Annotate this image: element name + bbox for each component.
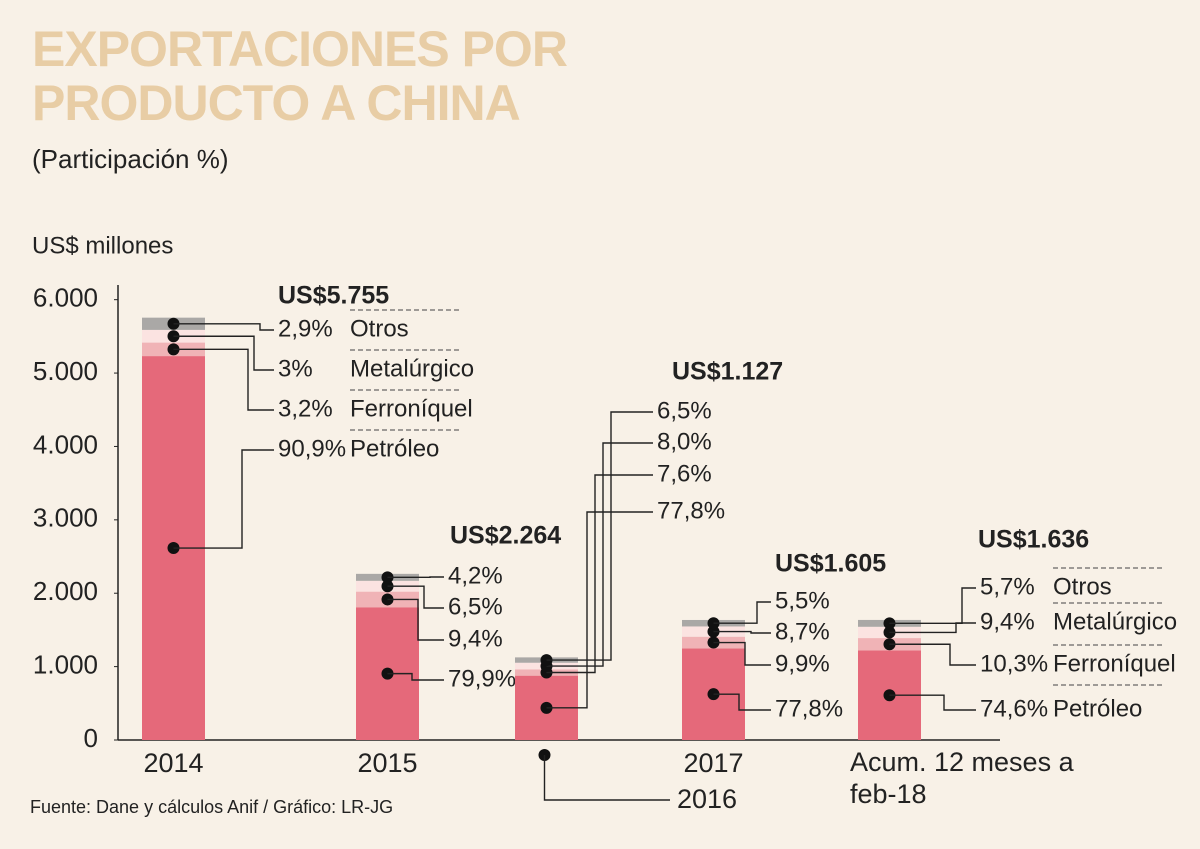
x-tick-label: 2016	[677, 784, 737, 814]
value-label: 9,4%	[980, 608, 1035, 635]
value-label: 5,5%	[775, 587, 830, 614]
chart-subtitle: (Participación %)	[32, 144, 229, 174]
leader-line	[543, 755, 670, 801]
leader-line	[546, 442, 653, 667]
leader-line	[713, 693, 771, 711]
value-label: 74,6%	[980, 695, 1048, 722]
value-label: 10,3%	[980, 650, 1048, 677]
total-label: US$1.605	[775, 550, 886, 578]
y-tick-label: 3.000	[33, 503, 98, 533]
total-label: US$5.755	[278, 282, 389, 310]
legend-name: Petróleo	[1053, 695, 1142, 722]
value-label: 6,5%	[657, 397, 712, 424]
total-label: US$2.264	[450, 522, 561, 550]
total-label: US$1.636	[978, 526, 1089, 554]
x-tick-label: 2014	[143, 748, 203, 778]
x-tick-label: 2017	[683, 748, 743, 778]
leader-line	[546, 474, 653, 674]
x-tick-label: 2015	[357, 748, 417, 778]
leader-line	[173, 348, 274, 411]
x-tick-label: Acum. 12 meses a feb-18	[850, 747, 1074, 809]
leader-line	[387, 598, 444, 641]
value-label: 79,9%	[448, 665, 516, 692]
legend-name: Otros	[1053, 573, 1112, 600]
leader-line	[387, 672, 444, 681]
legend-name: Otros	[350, 315, 409, 342]
value-label: 9,4%	[448, 625, 503, 652]
legend-name: Ferroníquel	[350, 395, 473, 422]
legend-name: Ferroníquel	[1053, 650, 1176, 677]
value-label: 2,9%	[278, 315, 333, 342]
legend-name: Metalúrgico	[350, 355, 474, 382]
source: Fuente: Dane y cálculos Anif / Gráfico: …	[30, 797, 393, 817]
leader-line	[713, 630, 771, 634]
leader-line	[889, 643, 976, 666]
value-label: 7,6%	[657, 460, 712, 487]
leader-line	[173, 323, 274, 331]
value-label: 6,5%	[448, 593, 503, 620]
leader-line	[713, 601, 771, 624]
y-tick-label: 1.000	[33, 649, 98, 679]
y-tick-label: 5.000	[33, 356, 98, 386]
leader-line	[889, 694, 976, 711]
chart-title: EXPORTACIONES POR PRODUCTO A CHINA	[32, 21, 568, 131]
y-tick-label: 2.000	[33, 576, 98, 606]
x-tick-label-box: Acum. 12 meses a feb-18	[850, 747, 1074, 809]
value-label: 90,9%	[278, 435, 346, 462]
leader-line	[713, 641, 771, 666]
y-axis-label: US$ millones	[32, 232, 173, 259]
leader-line	[546, 411, 653, 661]
leader-line	[173, 449, 274, 549]
value-label: 3,2%	[278, 395, 333, 422]
value-label: 3%	[278, 355, 313, 382]
leader-line	[546, 511, 653, 709]
y-tick-label: 6.000	[33, 283, 98, 313]
value-label: 8,7%	[775, 618, 830, 645]
y-tick-label: 0	[84, 723, 98, 753]
value-label: 4,2%	[448, 562, 503, 589]
leader-line	[889, 622, 976, 634]
legend-name: Petróleo	[350, 435, 439, 462]
value-label: 5,7%	[980, 573, 1035, 600]
value-label: 77,8%	[775, 695, 843, 722]
value-label: 8,0%	[657, 428, 712, 455]
value-label: 77,8%	[657, 497, 725, 524]
legend-name: Metalúrgico	[1053, 608, 1177, 635]
value-label: 9,9%	[775, 650, 830, 677]
y-tick-label: 4.000	[33, 429, 98, 459]
total-label: US$1.127	[672, 358, 783, 386]
leader-line	[173, 335, 274, 371]
leader-line	[387, 585, 444, 609]
leader-line	[889, 587, 976, 625]
